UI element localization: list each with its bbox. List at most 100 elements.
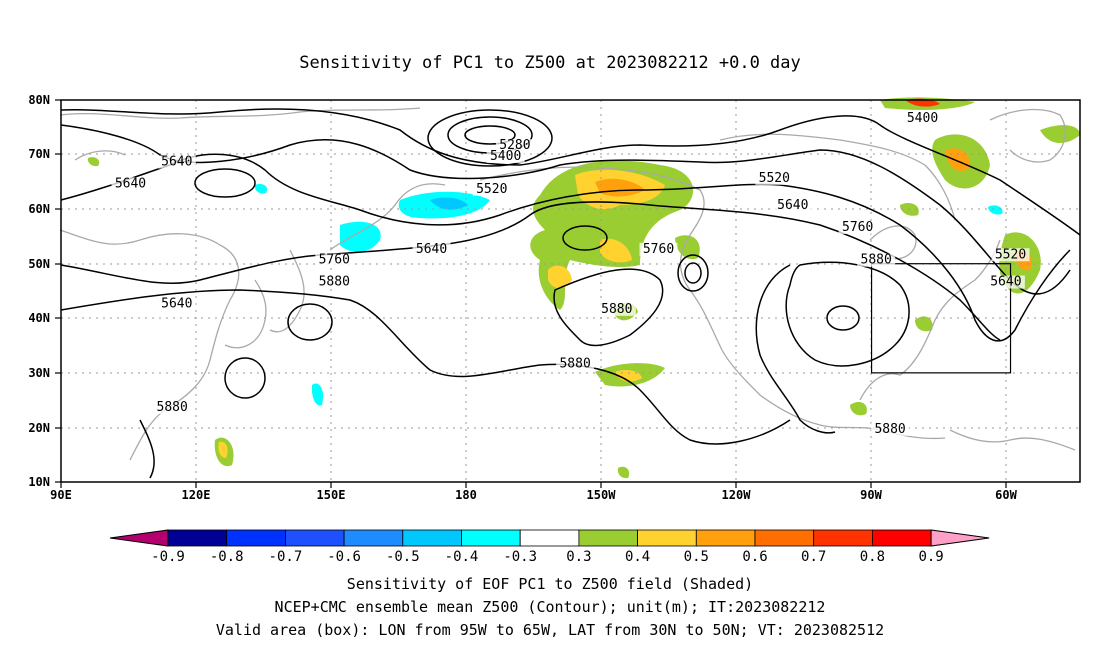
coast-south-america: [949, 429, 1076, 451]
contour-label-bg: [315, 275, 354, 289]
shade-negative-pacific: [311, 383, 324, 406]
contour-label: 5640: [777, 198, 808, 213]
lat-label: 60N: [28, 202, 50, 216]
footer-line-1: Sensitivity of EOF PC1 to Z500 field (Sh…: [347, 575, 753, 593]
contour-label-bg: [111, 177, 150, 191]
map-frame: [60, 99, 1081, 483]
contour-label: 5880: [157, 400, 188, 415]
lon-label: 120E: [182, 488, 211, 502]
lon-label: 120W: [722, 488, 752, 502]
shade-positive-gulfmex: [850, 401, 867, 416]
contour-label-bg: [412, 242, 451, 256]
colorbar-swatch: [167, 529, 228, 547]
colorbar-swatch: [637, 529, 697, 547]
contour-label: 5880: [319, 275, 350, 290]
colorbar-label: 0.5: [684, 549, 709, 565]
contour-5880-main: [60, 289, 791, 445]
shade-positive-tropics: [617, 466, 630, 479]
contour-5760-bc-inner: [684, 262, 702, 284]
contour-5400-main: [60, 108, 1081, 236]
coast-kamchatka: [329, 183, 446, 251]
contour-5880-china: [224, 357, 266, 399]
contour-5280-inner: [464, 125, 516, 145]
contour-label: 5640: [161, 296, 192, 311]
lat-label: 30N: [28, 366, 50, 380]
contour-label-bg: [556, 357, 595, 371]
contour-label: 5760: [319, 253, 350, 268]
colorbar-swatch: [872, 529, 932, 547]
figure-title: Sensitivity of PC1 to Z500 at 2023082212…: [299, 53, 801, 73]
shade-negative-kamchatka-core: [430, 197, 468, 210]
contour-label-bg: [315, 253, 354, 267]
shade-positive-ne: [1040, 125, 1080, 144]
lat-label: 20N: [28, 421, 50, 435]
colorbar-label: -0.4: [445, 549, 479, 565]
contour-label-bg: [495, 139, 534, 153]
coast-arctic-asia: [59, 107, 421, 119]
colorbar-swatch: [578, 529, 639, 547]
contour-label: 5760: [842, 220, 873, 235]
colorbar-label: 0.9: [918, 549, 943, 565]
contour-5520-main: [60, 124, 1071, 295]
contour-label: 5280: [499, 138, 530, 153]
contour-label-bg: [153, 401, 192, 415]
coast-siberia: [74, 150, 126, 161]
lon-label: 180: [455, 488, 477, 502]
shade-negative-labrador: [988, 205, 1003, 215]
shade-positive-eastcoast: [915, 316, 933, 332]
coast-canada-arctic: [719, 133, 956, 221]
contour-5760-main: [60, 201, 1001, 341]
lon-label: 150E: [317, 488, 346, 502]
lat-label: 50N: [28, 257, 50, 271]
colorbar-low-arrow: [109, 529, 169, 547]
contour-label: 5880: [559, 356, 590, 371]
colorbar-swatch: [343, 529, 404, 547]
contour-5640-main: [60, 153, 1071, 342]
contour-label-bg: [857, 253, 896, 267]
z500-contours: [60, 108, 1081, 479]
colorbar-label: 0.7: [801, 549, 826, 565]
contour-label: 5880: [861, 253, 892, 268]
colorbar-label: 0.6: [742, 549, 767, 565]
shade-negative-siberia: [254, 183, 268, 194]
lat-label: 10N: [28, 475, 50, 489]
lon-label: 90E: [50, 488, 72, 502]
contour-label-bg: [472, 182, 511, 196]
contour-label: 5880: [601, 302, 632, 317]
colorbar-label: -0.8: [210, 549, 244, 565]
colorbar-high-arrow: [930, 529, 990, 547]
shade-positive-coast: [600, 238, 632, 263]
contour-label: 5520: [476, 182, 507, 197]
contour-5760-inner: [562, 225, 608, 251]
shade-positive-south: [548, 265, 572, 289]
contour-label: 5520: [759, 171, 790, 186]
shade-negative-okhotsk: [340, 221, 381, 252]
contour-label: 5400: [490, 149, 521, 164]
contour-5880-us-west: [755, 264, 836, 434]
contour-5880-us-high: [785, 261, 910, 367]
colorbar-label: 0.4: [625, 549, 650, 565]
contour-5880-subtropical: [553, 268, 664, 347]
longitude-labels: 90E 120E 150E 180 150W 120W 90W 60W: [50, 488, 1017, 502]
footer-line-2: NCEP+CMC ensemble mean Z500 (Contour); u…: [275, 598, 826, 616]
lon-label: 90W: [860, 488, 882, 502]
coast-greenland: [989, 108, 1066, 163]
colorbar-swatch: [284, 529, 345, 547]
colorbar-label: 0.3: [566, 549, 591, 565]
contour-label: 5520: [995, 247, 1026, 262]
contour-label-bg: [157, 155, 196, 169]
lon-label: 150W: [587, 488, 617, 502]
contour-5400-ring: [427, 109, 553, 167]
colorbar-label: -0.3: [503, 549, 537, 565]
contour-label: 5760: [643, 242, 674, 257]
colorbar-label: -0.6: [327, 549, 361, 565]
colorbar-swatch: [402, 529, 462, 547]
coast-north-america-east: [859, 239, 1001, 401]
coast-japan: [269, 249, 305, 333]
contour-label: 5640: [115, 176, 146, 191]
coast-north-america-west: [479, 166, 821, 426]
colorbar-label: -0.9: [151, 549, 185, 565]
tick-marks: [55, 99, 1007, 488]
contour-label-bg: [838, 220, 877, 234]
